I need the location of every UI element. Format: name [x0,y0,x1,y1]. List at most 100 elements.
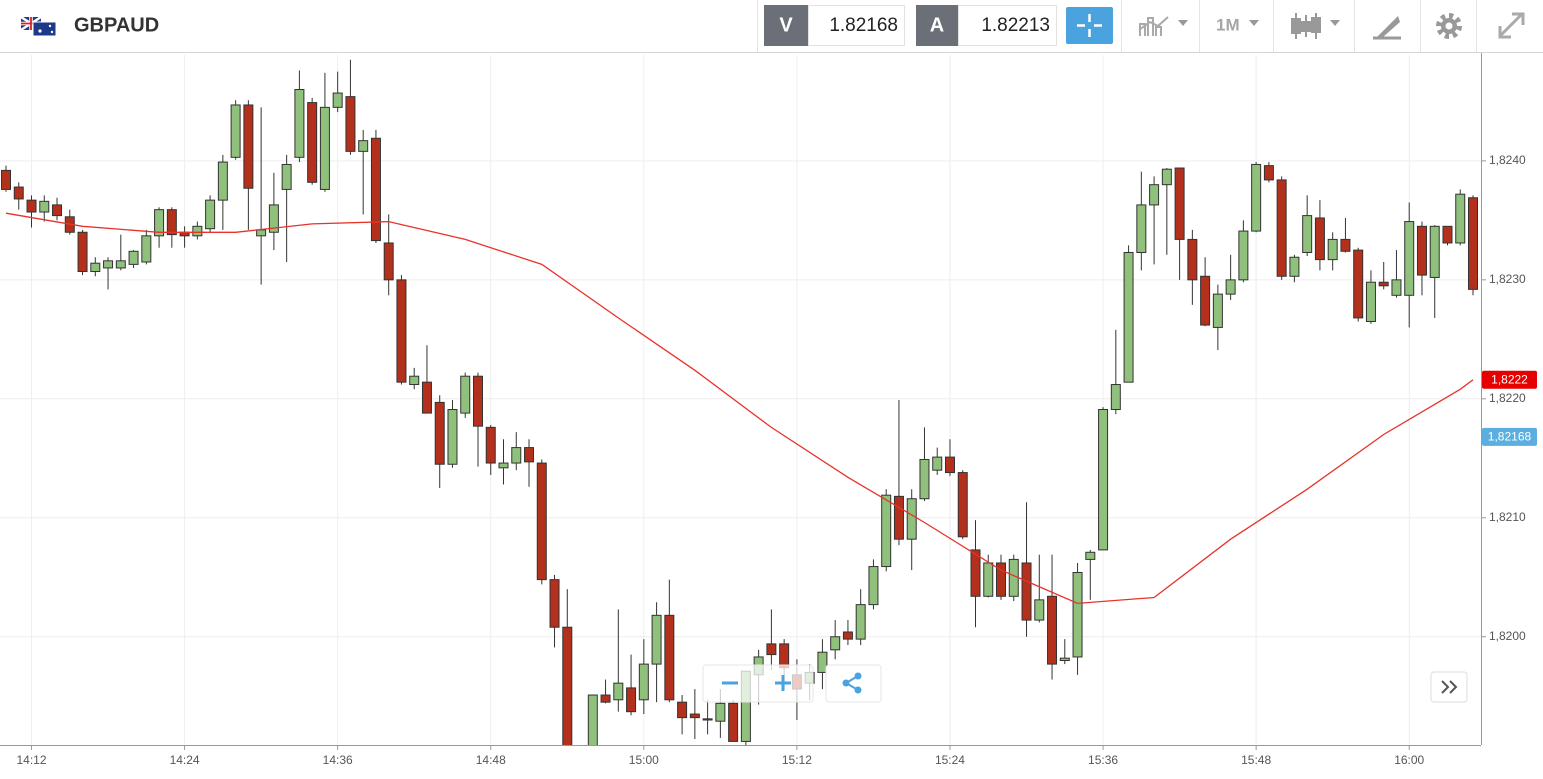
candle-body [983,562,994,597]
candle-body [115,260,126,269]
chart-type-button[interactable] [1291,13,1340,39]
x-tick-label: 14:48 [476,753,506,767]
share-button[interactable] [825,664,882,703]
candle-body [944,456,955,474]
candle-body [128,250,139,265]
candle-body [613,682,624,701]
candle-body [932,456,943,471]
candle-body [855,604,866,640]
candle-body [1378,281,1389,287]
x-tick-label: 16:00 [1394,753,1424,767]
bid-price: 1.82168 [829,15,898,36]
x-tick-label: 14:24 [170,753,200,767]
candle-body [868,566,879,606]
y-tick-label: 1,8220 [1489,391,1526,405]
candle-body [524,447,535,463]
candle-body [370,137,381,242]
x-tick-label: 15:24 [935,753,965,767]
fullscreen-button[interactable] [1498,12,1525,39]
candle-body [498,462,509,469]
candle-body [1187,238,1198,281]
candle-body [1468,197,1478,290]
candle-body [434,401,445,465]
candle-body [1110,384,1121,411]
x-tick-label: 14:12 [16,753,46,767]
candle-body [830,636,841,651]
candle-body [536,462,547,581]
axes: 1,8200 1,8210 1,8220 1,8230 1,8240 14:12 14:24… [16,153,1537,767]
x-tick-label: 15:12 [782,753,812,767]
moving-average-line [5,212,1474,605]
candle-body [651,614,662,665]
candle-body [1161,168,1172,186]
ask-label: A [930,14,944,36]
candle-body [562,626,573,745]
indicator-button[interactable] [1138,16,1188,36]
candle-body [1174,167,1185,240]
candle-body [1085,551,1096,560]
candle-body [332,92,343,108]
candle-body [766,643,777,656]
candle-body [1059,657,1070,662]
drawing-button[interactable] [1373,16,1401,40]
candle-body [1416,225,1427,276]
price-tag-label: 1,82168 [1488,430,1532,444]
candle-body [600,694,611,703]
candle-body [996,562,1007,597]
candle-body [319,106,330,190]
candle-body [1365,281,1376,322]
candle-body [1225,279,1236,295]
candle-body [1353,249,1364,319]
candle-body [970,549,981,597]
candle-body [626,687,637,713]
candle-body [511,447,522,464]
candle-body [1098,409,1109,551]
candle-body [1455,193,1466,244]
candle-body [447,409,458,465]
crosshair-button[interactable] [1066,7,1113,44]
candle-body [90,262,101,273]
candle-body [13,186,24,200]
candle-body [587,694,598,745]
plot-area [1,59,1478,745]
candle-body [919,458,930,500]
candle-body [689,713,700,719]
candle-body [1276,179,1287,277]
candle-body [1314,217,1325,261]
candle-body [1047,595,1058,665]
candle-body [1072,572,1083,658]
zoom-in[interactable] [775,675,791,691]
ask-button[interactable] [916,5,958,46]
ask-price: 1.82213 [981,15,1050,36]
candle-body [396,279,407,383]
candle-body [1008,558,1019,597]
candle-body [345,96,356,152]
candle-body [1391,279,1402,296]
x-tick-label: 15:36 [1088,753,1118,767]
y-tick-label: 1,8230 [1489,272,1526,286]
candle-body [256,229,267,237]
candle-body [205,199,216,230]
candle-body [409,375,420,386]
settings-button[interactable] [1436,13,1462,39]
candle-body [294,89,305,158]
timeframe-arrow [1249,20,1259,26]
candle-body [549,579,560,628]
x-tick-label: 15:48 [1241,753,1271,767]
price-tag-label: 1,8222 [1491,372,1528,386]
bid-label: V [779,14,793,36]
candle-body [1123,251,1134,383]
candle-body [957,472,968,538]
symbol: GBPAUD [74,14,159,36]
scroll-right-button[interactable] [1430,671,1468,703]
bid-button[interactable] [764,5,808,46]
timeframe[interactable]: 1M [1216,15,1240,34]
flag-icon [20,15,57,37]
candle-body [1327,238,1338,261]
candle-body [39,200,50,213]
candle-body [1263,165,1274,181]
candle-body [664,614,675,701]
ask-box [958,5,1057,46]
zoom-controls [702,664,814,703]
candle-body [472,375,483,427]
